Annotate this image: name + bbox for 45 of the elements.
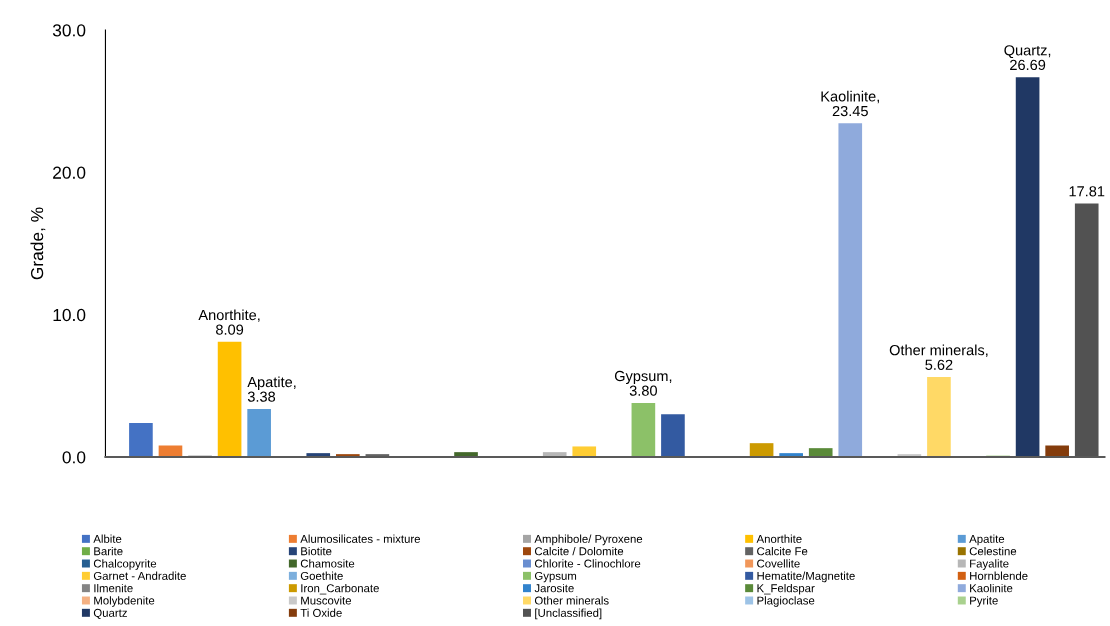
legend-label: Other minerals: [534, 596, 609, 605]
data-label: Anorthite, 8.09: [198, 309, 260, 335]
legend-label: Garnet - Andradite: [93, 571, 186, 580]
data-label: Quartz, 26.69: [1004, 45, 1051, 71]
legend-label: Celestine: [969, 546, 1017, 556]
legend-label: [Unclassified]: [535, 608, 602, 620]
y-tick-label: 20.0: [53, 166, 86, 179]
legend-label: Fayalite: [970, 559, 1009, 570]
legend-label: Anorthite: [756, 534, 802, 543]
legend-label: Jarosite: [534, 583, 574, 593]
data-label: Other minerals, 5.62: [889, 344, 988, 370]
legend-label: Covellite: [757, 559, 800, 568]
legend-label: Goethite: [300, 571, 343, 580]
legend-label: Quartz: [93, 608, 127, 619]
legend-label: Molybdenite: [94, 596, 155, 607]
y-axis-title: Grade, %: [30, 207, 46, 280]
legend-label: K_Feldspar: [757, 583, 815, 595]
data-label: Kaolinite, 23.45: [821, 90, 879, 117]
y-tick-label: 30.0: [52, 24, 86, 37]
y-tick-label: 0.0: [62, 451, 86, 464]
legend-label: Iron_Carbonate: [301, 583, 379, 595]
legend-label: Chalcopyrite: [93, 559, 157, 570]
legend-label: Gypsum: [534, 571, 577, 583]
legend-label: Biotite: [301, 546, 332, 556]
legend-label: Muscovite: [301, 596, 352, 605]
legend-label: Hornblende: [970, 571, 1028, 580]
legend-label: Chamosite: [300, 559, 355, 568]
y-tick-label: 10.0: [53, 308, 86, 322]
legend-label: Pyrite: [970, 596, 998, 607]
legend-label: Amphibole/ Pyroxene: [534, 534, 643, 546]
data-label: 17.81: [1069, 186, 1105, 197]
data-label: Gypsum, 3.80: [614, 370, 672, 396]
legend-label: Alumosilicates - mixture: [300, 534, 421, 543]
legend-label: Ti Oxide: [300, 608, 342, 617]
legend-label: Barite: [94, 546, 123, 556]
legend-label: Kaolinite: [970, 583, 1013, 593]
legend-label: Hematite/Magnetite: [757, 571, 855, 583]
legend-label: Calcite / Dolomite: [534, 546, 624, 556]
legend-label: Chlorite - Clinochlore: [534, 559, 641, 568]
data-label: Apatite, 3.38: [247, 376, 296, 402]
legend-label: Plagioclase: [757, 596, 815, 607]
legend-label: Apatite: [969, 534, 1005, 546]
legend-label: Albite: [93, 534, 122, 543]
legend-label: Calcite Fe: [757, 546, 808, 556]
legend-label: Ilmenite: [94, 583, 133, 593]
